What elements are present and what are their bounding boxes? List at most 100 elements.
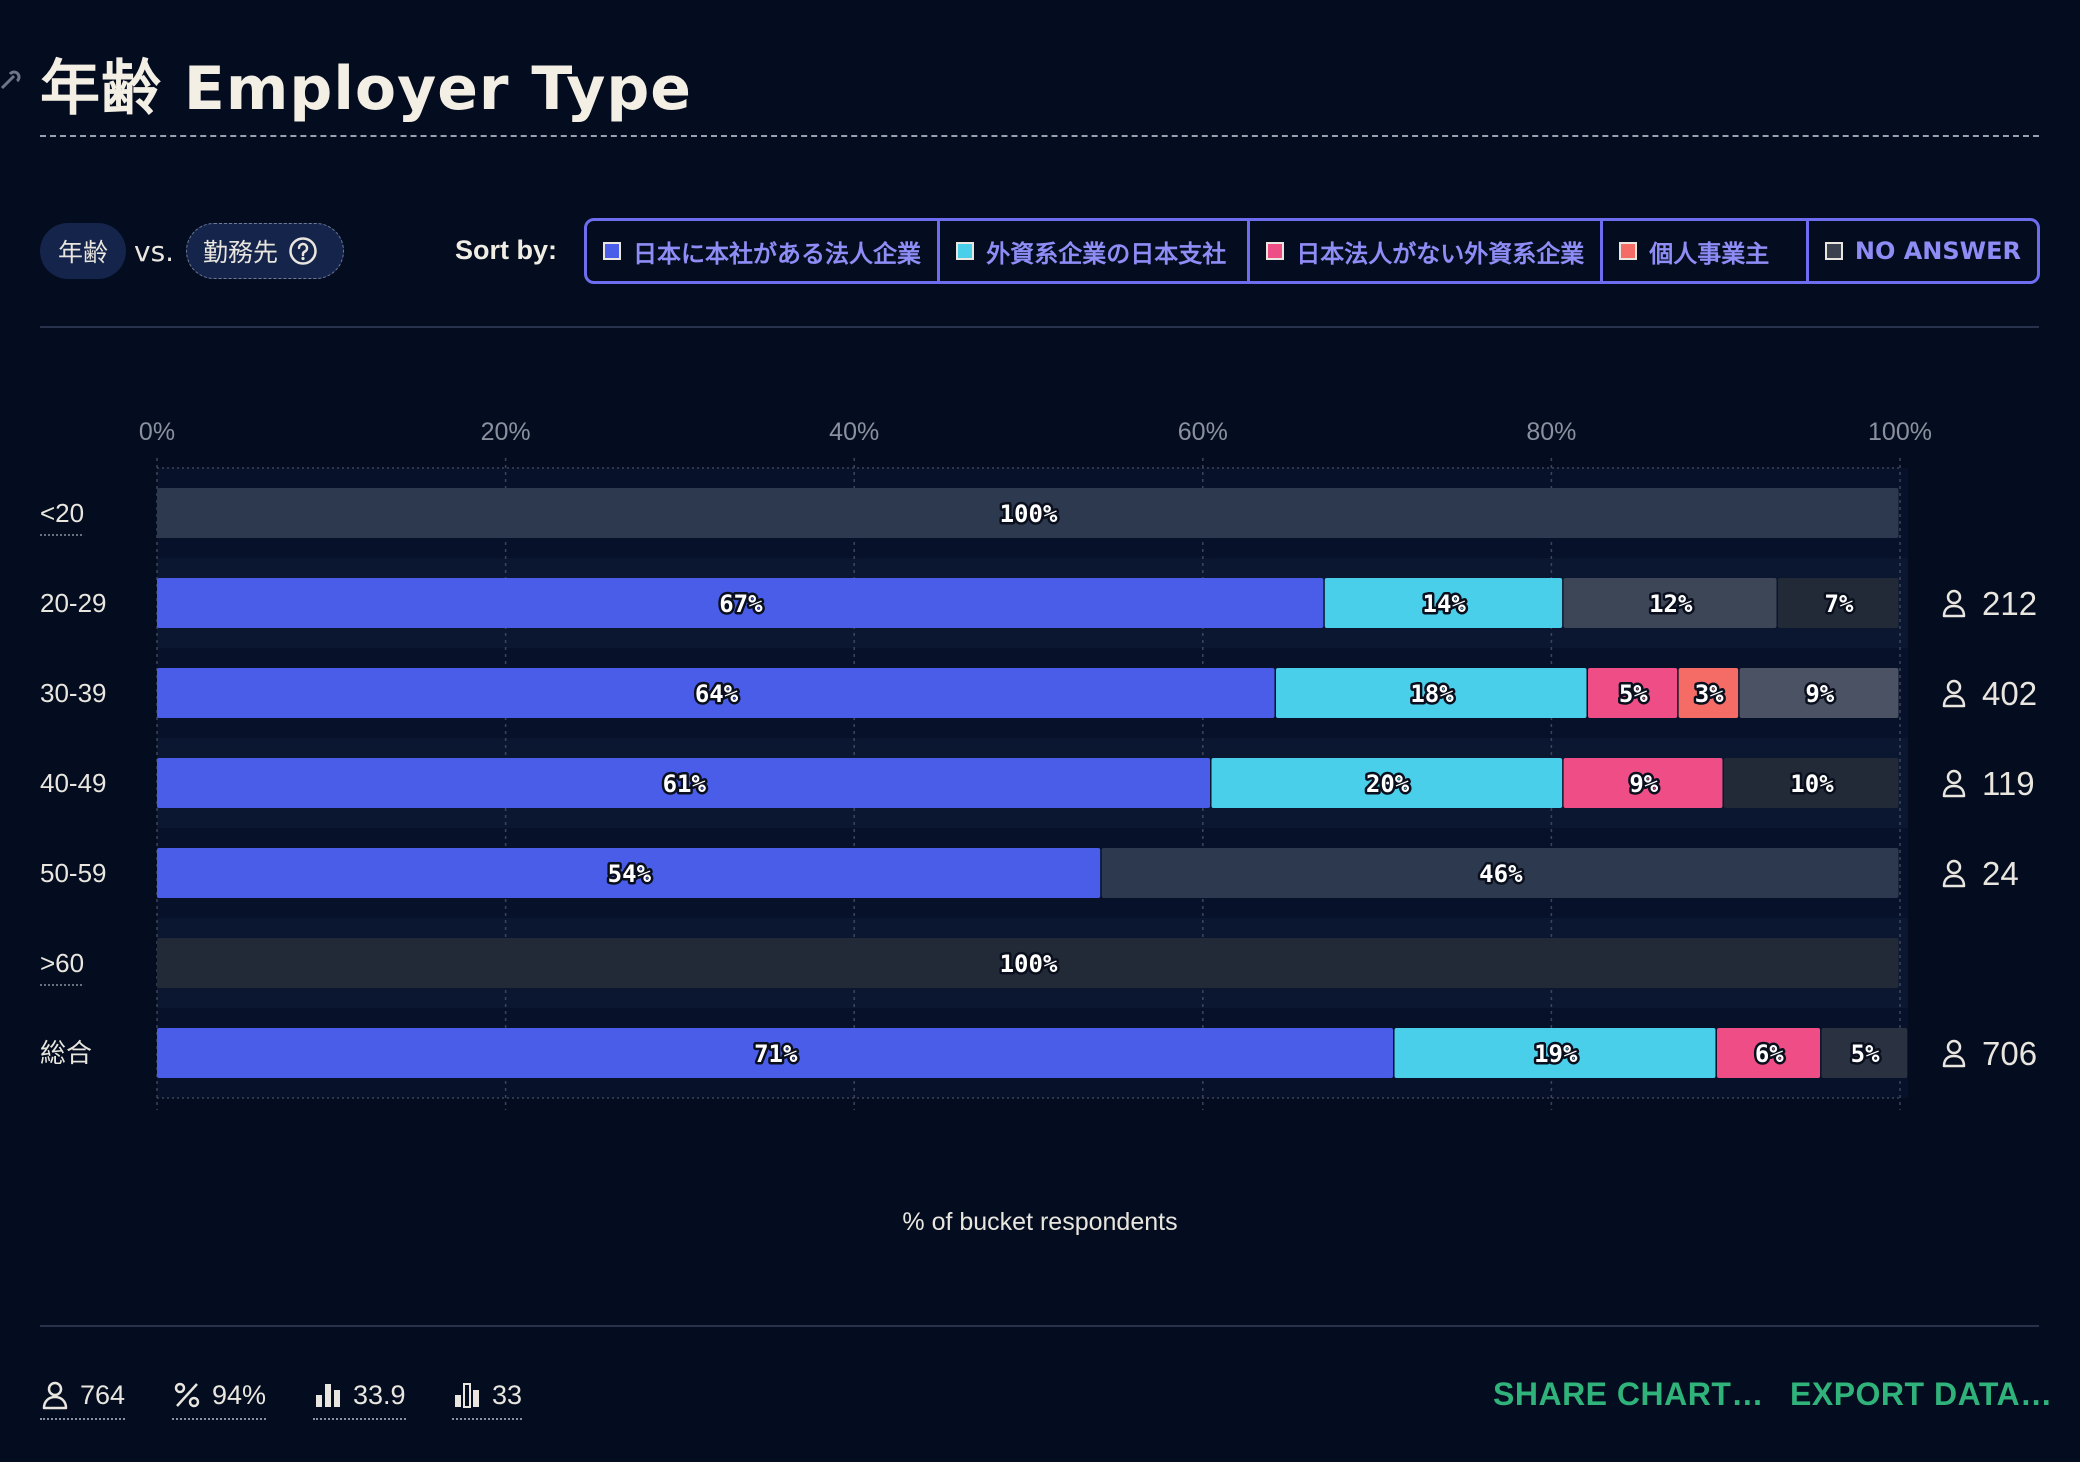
stat-median[interactable]: 33: [452, 1374, 523, 1420]
segment-value-label: 67%: [719, 590, 763, 618]
y-variable-pill[interactable]: 勤務先: [186, 223, 344, 279]
bar-segment: [1739, 668, 1899, 718]
legend-swatch: [1266, 242, 1285, 260]
bar-segment: [1821, 1028, 1908, 1078]
segment-value-label: 20%: [1366, 770, 1410, 798]
segment-value-label: 3%: [1695, 680, 1724, 708]
bar-segment: [1324, 578, 1563, 628]
row-count: 402: [1982, 675, 2037, 712]
stacked-bar-chart: 0%0%20%20%40%40%60%60%80%80%100%100%<201…: [40, 418, 2037, 1110]
bar-segment: [157, 1028, 1394, 1078]
person-icon: [42, 1381, 68, 1410]
x-tick-label-top: 80%: [1526, 418, 1576, 446]
bar-segment: [157, 668, 1275, 718]
bar-segment: [1723, 758, 1899, 808]
x-tick-label-top: 20%: [481, 418, 531, 446]
row-count: 706: [1982, 1035, 2037, 1072]
legend-sort-buttons: 日本に本社がある法人企業 外資系企業の日本支社 日本法人がない外資系企業 個人事…: [584, 218, 2040, 284]
stat-average[interactable]: 33.9: [313, 1374, 406, 1420]
footer-divider: [40, 1325, 2039, 1327]
bar-segment: [157, 758, 1211, 808]
link-icon[interactable]: [0, 60, 22, 96]
legend-swatch: [1619, 242, 1638, 260]
help-icon[interactable]: [288, 236, 318, 266]
stat-percent[interactable]: 94%: [172, 1374, 267, 1420]
percent-icon: [174, 1382, 200, 1408]
segment-value-label: 6%: [1755, 1040, 1784, 1068]
bar-segment: [1716, 1028, 1821, 1078]
bar-segment: [1101, 848, 1899, 898]
stat-value: 94%: [212, 1379, 267, 1410]
bar-segment: [1276, 668, 1587, 718]
x-variable-pill[interactable]: 年齢: [40, 223, 126, 279]
legend-item-no-answer[interactable]: NO ANSWER: [1805, 221, 2037, 281]
bar-segment: [1588, 668, 1678, 718]
segment-value-label: 5%: [1851, 1040, 1880, 1068]
segment-value-label: 61%: [663, 770, 707, 798]
y-variable-label: 勤務先: [203, 238, 279, 267]
stat-value: 33: [492, 1379, 523, 1410]
row-count: 212: [1982, 585, 2037, 622]
vs-label: vs.: [134, 235, 175, 268]
bar-segment: [1777, 578, 1899, 628]
sort-by-label: Sort by:: [455, 235, 558, 265]
bar-segment: [1563, 758, 1723, 808]
person-icon: [1942, 1039, 1966, 1068]
person-icon: [1942, 859, 1966, 888]
row-label: 40-49: [40, 768, 107, 798]
export-data-button[interactable]: EXPORT DATA…: [1790, 1376, 2053, 1412]
legend-swatch: [1824, 242, 1843, 260]
section-divider: [40, 326, 2039, 328]
segment-value-label: 100%: [1000, 950, 1058, 978]
bar-segment: [1211, 758, 1563, 808]
bar-segment: [157, 488, 1899, 538]
segment-value-label: 7%: [1825, 590, 1854, 618]
segment-value-label: 12%: [1649, 590, 1693, 618]
x-tick-label-top: 40%: [829, 418, 879, 446]
row-label: >60: [40, 948, 84, 978]
x-tick-label-top: 100%: [1868, 418, 1932, 446]
stat-value: 33.9: [353, 1379, 406, 1410]
bar-segment: [1678, 668, 1739, 718]
person-icon: [1942, 769, 1966, 798]
bar-segment: [1394, 1028, 1716, 1078]
stat-respondents[interactable]: 764: [40, 1374, 126, 1420]
person-icon: [1942, 679, 1966, 708]
row-label: <20: [40, 498, 84, 528]
person-icon: [1942, 589, 1966, 618]
x-tick-label-top: 60%: [1178, 418, 1228, 446]
share-chart-button[interactable]: SHARE CHART…: [1493, 1376, 1764, 1412]
stat-value: 764: [80, 1379, 126, 1410]
page-title: 年齢 Employer Type: [40, 54, 692, 124]
segment-value-label: 5%: [1619, 680, 1648, 708]
row-label: 20-29: [40, 588, 107, 618]
legend-item-label: 日本に本社がある法人企業: [633, 239, 921, 268]
legend-item-foreign-branch[interactable]: 外資系企業の日本支社: [937, 221, 1247, 281]
x-axis-title: % of bucket respondents: [902, 1208, 1178, 1236]
x-tick-label-top: 0%: [139, 418, 175, 446]
segment-value-label: 46%: [1479, 860, 1523, 888]
median-icon: [455, 1383, 479, 1408]
bar-segment: [157, 848, 1101, 898]
legend-item-sole-proprietor[interactable]: 個人事業主: [1600, 221, 1806, 281]
segment-value-label: 64%: [695, 680, 739, 708]
title-divider: [40, 135, 2039, 137]
segment-value-label: 9%: [1629, 770, 1658, 798]
x-variable-label: 年齢: [57, 238, 108, 267]
segment-value-label: 10%: [1790, 770, 1834, 798]
row-count: 119: [1982, 765, 2035, 802]
segment-value-label: 14%: [1423, 590, 1467, 618]
legend-swatch: [956, 242, 975, 260]
bar-segment: [157, 938, 1899, 988]
segment-value-label: 100%: [1000, 500, 1058, 528]
legend-item-label: 個人事業主: [1649, 239, 1770, 268]
legend-item-foreign-no-entity[interactable]: 日本法人がない外資系企業: [1247, 221, 1600, 281]
segment-value-label: 19%: [1534, 1040, 1578, 1068]
row-count: 24: [1982, 855, 2019, 892]
bar-segment: [1563, 578, 1777, 628]
row-label: 総合: [40, 1038, 92, 1068]
row-label: 50-59: [40, 858, 107, 888]
segment-value-label: 71%: [754, 1040, 798, 1068]
legend-item-domestic-hq[interactable]: 日本に本社がある法人企業: [587, 221, 937, 281]
segment-value-label: 54%: [608, 860, 652, 888]
